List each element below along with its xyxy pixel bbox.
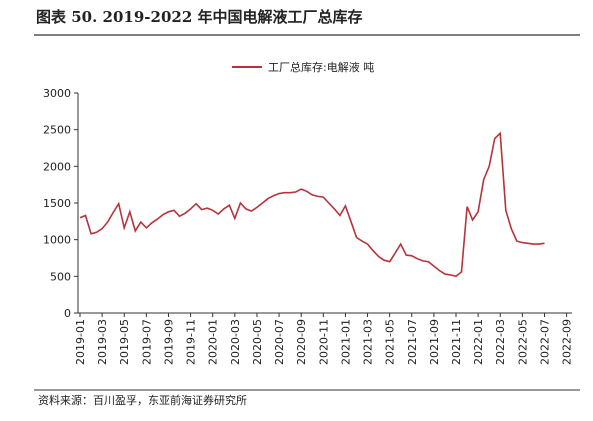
x-tick-label: 2021-11	[450, 319, 463, 365]
x-tick-label: 2021-05	[384, 319, 397, 365]
x-tick-label: 2019-11	[185, 319, 198, 365]
x-tick-label: 2020-03	[229, 319, 242, 365]
x-tick-label: 2021-09	[428, 319, 441, 365]
x-tick-label: 2019-05	[118, 319, 131, 365]
x-tick-label: 2019-09	[162, 319, 175, 365]
chart-title: 图表 50. 2019-2022 年中国电解液工厂总库存	[36, 8, 363, 26]
y-tick-label: 3000	[43, 87, 71, 100]
x-tick-label: 2019-03	[96, 319, 109, 365]
y-tick-label: 0	[64, 307, 71, 320]
series-line	[79, 131, 545, 278]
x-tick-label: 2022-09	[561, 319, 574, 365]
y-tick-label: 1500	[43, 197, 71, 210]
source-note: 资料来源：百川盈孚，东亚前海证券研究所	[38, 393, 247, 407]
x-tick-label: 2022-03	[494, 319, 507, 365]
x-tick-label: 2022-07	[538, 319, 551, 365]
x-tick-label: 2020-07	[273, 319, 286, 365]
y-tick-label: 2500	[43, 124, 71, 137]
x-tick-label: 2021-01	[339, 319, 352, 365]
x-tick-label: 2020-11	[317, 319, 330, 365]
x-tick-label: 2020-01	[207, 319, 220, 365]
x-tick-label: 2021-07	[406, 319, 419, 365]
y-tick-label: 2000	[43, 160, 71, 173]
x-tick-label: 2020-09	[295, 319, 308, 365]
x-tick-label: 2022-05	[516, 319, 529, 365]
y-tick-label: 500	[50, 270, 71, 283]
x-tick-label: 2020-05	[251, 319, 264, 365]
x-tick-label: 2022-01	[472, 319, 485, 365]
x-tick-label: 2021-03	[362, 319, 375, 365]
legend-label: 工厂总库存:电解液 吨	[268, 60, 374, 74]
x-tick-label: 2019-01	[74, 319, 87, 365]
x-tick-label: 2019-07	[140, 319, 153, 365]
y-tick-label: 1000	[43, 234, 71, 247]
